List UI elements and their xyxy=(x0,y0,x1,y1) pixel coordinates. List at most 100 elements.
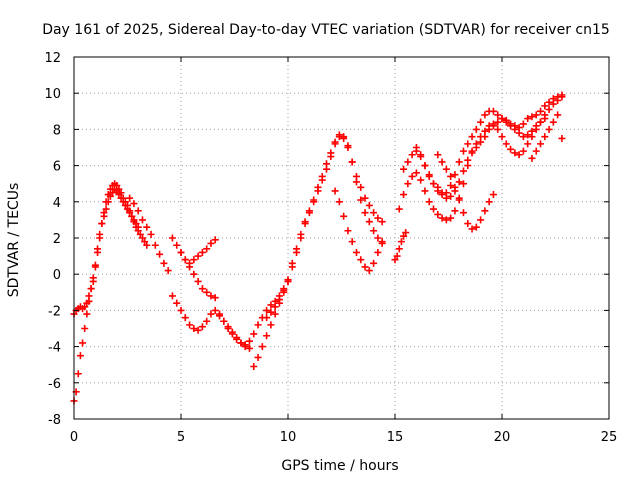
data-point xyxy=(331,138,339,146)
data-point xyxy=(357,196,365,204)
data-point xyxy=(459,180,467,188)
data-point xyxy=(254,353,262,361)
data-point xyxy=(147,230,155,238)
data-point xyxy=(408,172,416,180)
data-point xyxy=(395,205,403,213)
data-point xyxy=(138,234,146,242)
data-point xyxy=(124,205,131,213)
data-point xyxy=(464,220,472,228)
data-point xyxy=(258,343,266,351)
data-point xyxy=(173,299,181,307)
data-point xyxy=(132,220,140,228)
data-point xyxy=(267,321,275,329)
data-point xyxy=(412,144,420,151)
data-point xyxy=(138,216,146,224)
data-point xyxy=(344,142,352,150)
data-point xyxy=(485,198,493,206)
data-point xyxy=(318,172,326,180)
data-point xyxy=(94,245,102,253)
data-point xyxy=(211,306,219,314)
data-point xyxy=(228,328,236,336)
series-track-n xyxy=(412,93,566,202)
data-point xyxy=(447,214,455,222)
data-point xyxy=(113,187,121,195)
data-point xyxy=(203,288,211,296)
data-point xyxy=(271,310,279,318)
data-point xyxy=(417,176,425,184)
data-point xyxy=(541,111,549,119)
series-track-k xyxy=(391,229,410,264)
data-point xyxy=(186,321,194,329)
data-point xyxy=(400,191,408,199)
data-point xyxy=(374,234,382,242)
data-point xyxy=(168,234,176,242)
data-point xyxy=(393,252,401,260)
y-tick-label: 0 xyxy=(53,268,61,283)
data-point xyxy=(417,151,425,159)
data-point xyxy=(524,115,532,123)
data-point xyxy=(447,182,455,190)
data-point xyxy=(207,292,215,300)
data-point xyxy=(397,238,405,246)
data-point xyxy=(507,145,515,153)
data-point xyxy=(494,118,502,126)
data-point xyxy=(370,209,378,217)
data-point xyxy=(545,98,553,106)
series-track-b xyxy=(70,185,142,318)
series-track-o xyxy=(434,151,497,233)
data-point xyxy=(76,352,84,360)
data-point xyxy=(314,183,322,191)
data-point xyxy=(489,191,497,199)
y-tick-label: 2 xyxy=(53,232,61,247)
data-point xyxy=(335,198,343,206)
data-point xyxy=(128,212,136,220)
data-point xyxy=(126,194,134,202)
data-point xyxy=(141,238,149,246)
data-point xyxy=(532,125,540,133)
data-point xyxy=(100,212,108,220)
grid-lines xyxy=(74,57,609,419)
data-point xyxy=(408,151,416,159)
series-track-g xyxy=(216,277,292,349)
data-point xyxy=(190,270,198,278)
data-point xyxy=(85,292,93,300)
data-point xyxy=(98,220,106,228)
data-point xyxy=(421,187,429,195)
data-point xyxy=(109,189,117,197)
data-point xyxy=(83,299,91,307)
data-point xyxy=(361,194,369,202)
data-point xyxy=(126,209,134,217)
data-point xyxy=(280,286,288,294)
data-point xyxy=(468,133,476,141)
data-point xyxy=(263,306,271,314)
data-point xyxy=(515,151,523,159)
data-point xyxy=(481,127,489,135)
data-point xyxy=(186,259,194,267)
data-point xyxy=(477,216,485,224)
data-point xyxy=(485,122,493,130)
data-point xyxy=(438,189,446,197)
data-point xyxy=(365,267,373,275)
data-point xyxy=(151,241,159,249)
data-point xyxy=(374,214,382,222)
data-point xyxy=(181,256,189,264)
data-point xyxy=(177,248,185,256)
data-point xyxy=(310,196,318,204)
data-point xyxy=(412,169,420,177)
data-point xyxy=(305,207,313,215)
data-point xyxy=(216,312,224,320)
data-point xyxy=(442,216,450,224)
data-point xyxy=(190,256,198,264)
data-point xyxy=(400,232,408,240)
data-point xyxy=(468,225,476,233)
data-point xyxy=(477,118,485,126)
y-tick-label: 8 xyxy=(53,123,61,138)
data-point xyxy=(438,158,446,166)
data-point xyxy=(472,223,480,231)
data-point xyxy=(391,256,399,264)
data-point xyxy=(442,165,450,173)
data-point xyxy=(378,218,386,226)
data-point xyxy=(297,230,305,238)
data-point xyxy=(541,102,549,110)
